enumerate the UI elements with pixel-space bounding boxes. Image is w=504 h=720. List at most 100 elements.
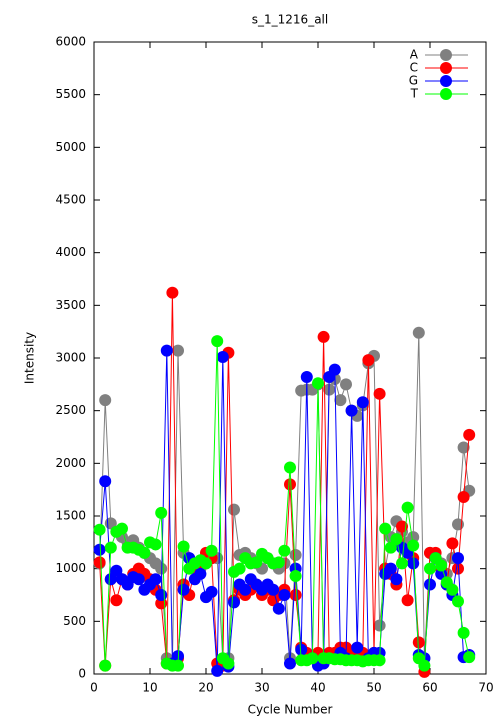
x-tick-label: 40 [310,681,325,695]
point [155,562,168,575]
point [205,544,218,557]
point [384,562,397,575]
point [435,559,448,572]
series-line [99,332,470,665]
point [93,543,106,556]
point [306,652,319,665]
point [452,562,464,575]
x-tick-label: 30 [254,681,269,695]
y-tick-label: 6000 [55,35,86,49]
point [435,567,448,580]
point [401,594,414,607]
x-tick-label: 20 [198,681,213,695]
point [424,578,436,591]
point [401,501,414,514]
point [284,461,296,474]
point [289,570,302,583]
y-axis-label: Intensity [23,332,37,384]
point [289,589,302,601]
legend-marker [440,88,452,100]
legend-label: T [410,87,419,101]
point [228,503,240,516]
point [295,643,308,656]
point [289,548,302,561]
point [177,540,190,553]
point [172,659,184,672]
point [132,573,145,586]
point [463,651,476,664]
x-tick-label: 50 [366,681,381,695]
point [138,546,151,559]
point [110,594,123,607]
point [396,557,408,570]
legend-item: G [409,74,468,88]
point [340,378,352,391]
point [104,541,117,554]
legend-item: T [410,87,468,101]
point [384,541,397,554]
point [452,595,464,608]
point [149,538,162,551]
point [99,659,112,672]
legend-label: G [409,74,418,88]
point [446,537,459,550]
point [300,370,313,383]
point [228,596,240,609]
point [463,428,476,441]
y-tick-label: 3500 [55,298,86,312]
point [284,478,296,491]
point [407,531,420,544]
point [452,552,464,565]
legend-label: A [410,48,419,62]
y-tick-label: 5500 [55,87,86,101]
point [278,589,291,601]
point [177,583,190,596]
y-tick-label: 4500 [55,193,86,207]
point [457,626,470,639]
legend-marker [440,62,452,74]
y-tick-label: 0 [78,667,86,681]
legend-label: C [410,61,418,75]
point [222,657,235,670]
point [211,664,224,677]
legend-marker [440,49,452,61]
point [194,567,207,580]
point [373,619,386,632]
point [312,377,324,390]
point [356,396,369,409]
y-tick-label: 3000 [55,351,86,365]
point [373,387,386,400]
point [155,589,168,601]
point [362,354,375,367]
legend-item: C [410,61,468,75]
point [250,556,263,569]
point [99,475,112,488]
point [239,583,252,596]
x-tick-label: 0 [90,681,98,695]
point [351,641,364,654]
point [116,522,128,535]
point [446,583,459,596]
point [278,544,291,557]
point [205,585,218,598]
point [412,326,425,339]
point [457,491,470,504]
y-tick-label: 500 [63,614,86,628]
point [328,363,341,376]
point [345,404,358,417]
y-tick-label: 1000 [55,561,86,575]
point [110,564,123,577]
point [172,344,184,357]
point [457,441,470,454]
point [390,533,403,546]
x-axis-label: Cycle Number [248,703,333,717]
y-tick-label: 4000 [55,245,86,259]
legend-item: A [410,48,468,62]
point [418,659,431,672]
y-tick-label: 2500 [55,403,86,417]
point [200,557,212,570]
x-tick-label: 70 [478,681,493,695]
point [149,573,162,586]
point [166,286,179,299]
point [373,654,386,667]
